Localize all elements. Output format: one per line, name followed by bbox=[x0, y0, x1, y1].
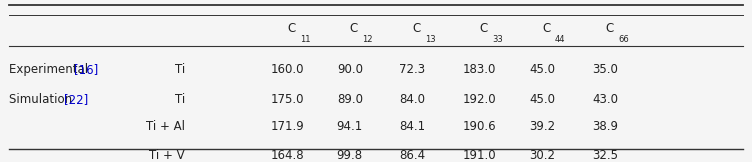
Text: 84.0: 84.0 bbox=[399, 93, 425, 106]
Text: 45.0: 45.0 bbox=[529, 63, 555, 76]
Text: 33: 33 bbox=[492, 35, 503, 44]
Text: C: C bbox=[287, 22, 296, 35]
Text: 35.0: 35.0 bbox=[593, 63, 618, 76]
Text: 43.0: 43.0 bbox=[593, 93, 618, 106]
Text: C: C bbox=[605, 22, 614, 35]
Text: 190.6: 190.6 bbox=[462, 121, 496, 133]
Text: 84.1: 84.1 bbox=[399, 121, 425, 133]
Text: 13: 13 bbox=[425, 35, 435, 44]
Text: 183.0: 183.0 bbox=[462, 63, 496, 76]
Text: 11: 11 bbox=[300, 35, 311, 44]
Text: 164.8: 164.8 bbox=[271, 149, 305, 162]
Text: 192.0: 192.0 bbox=[462, 93, 496, 106]
Text: 171.9: 171.9 bbox=[271, 121, 305, 133]
Text: 90.0: 90.0 bbox=[337, 63, 362, 76]
Text: Ti: Ti bbox=[174, 63, 185, 76]
Text: 45.0: 45.0 bbox=[529, 93, 555, 106]
Text: 30.2: 30.2 bbox=[529, 149, 555, 162]
Text: 39.2: 39.2 bbox=[529, 121, 556, 133]
Text: 86.4: 86.4 bbox=[399, 149, 425, 162]
Text: 191.0: 191.0 bbox=[462, 149, 496, 162]
Text: Simulation: Simulation bbox=[9, 93, 76, 106]
Text: 160.0: 160.0 bbox=[271, 63, 305, 76]
Text: 175.0: 175.0 bbox=[271, 93, 305, 106]
Text: [22]: [22] bbox=[64, 93, 88, 106]
Text: C: C bbox=[350, 22, 358, 35]
Text: [16]: [16] bbox=[74, 63, 99, 76]
Text: 12: 12 bbox=[362, 35, 373, 44]
Text: 66: 66 bbox=[618, 35, 629, 44]
Text: 32.5: 32.5 bbox=[593, 149, 618, 162]
Text: 99.8: 99.8 bbox=[337, 149, 362, 162]
Text: Ti + Al: Ti + Al bbox=[146, 121, 185, 133]
Text: 38.9: 38.9 bbox=[593, 121, 618, 133]
Text: 72.3: 72.3 bbox=[399, 63, 425, 76]
Text: Ti + V: Ti + V bbox=[150, 149, 185, 162]
Text: C: C bbox=[542, 22, 550, 35]
Text: 94.1: 94.1 bbox=[337, 121, 363, 133]
Text: 44: 44 bbox=[555, 35, 566, 44]
Text: C: C bbox=[412, 22, 420, 35]
Text: Ti: Ti bbox=[174, 93, 185, 106]
Text: 89.0: 89.0 bbox=[337, 93, 362, 106]
Text: C: C bbox=[479, 22, 487, 35]
Text: Experimental: Experimental bbox=[9, 63, 92, 76]
